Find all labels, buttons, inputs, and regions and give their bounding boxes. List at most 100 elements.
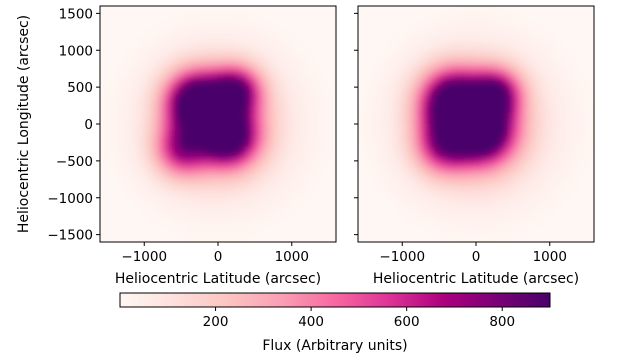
left-heatmap-cell bbox=[111, 106, 119, 113]
right-heatmap-cell bbox=[564, 65, 571, 72]
right-heatmap-cell bbox=[375, 65, 383, 72]
right-heatmap-cell bbox=[529, 147, 536, 155]
right-heatmap-cell bbox=[523, 171, 530, 178]
left-heatmap-cell bbox=[170, 59, 178, 66]
left-heatmap-cell bbox=[182, 88, 190, 96]
right-heatmap-cell bbox=[411, 141, 418, 149]
right-heatmap-cell bbox=[399, 165, 406, 172]
right-heatmap-cell bbox=[375, 159, 383, 166]
right-heatmap-cell bbox=[564, 112, 571, 119]
left-heatmap-cell bbox=[247, 23, 254, 31]
right-heatmap-cell bbox=[470, 65, 477, 72]
right-heatmap-cell bbox=[363, 88, 371, 96]
left-heatmap-cell bbox=[153, 129, 160, 137]
left-heatmap-cell bbox=[182, 29, 190, 37]
left-heatmap-cell bbox=[277, 29, 284, 37]
right-heatmap-cell bbox=[458, 35, 465, 42]
left-heatmap-cell bbox=[277, 177, 284, 184]
left-heatmap-cell bbox=[159, 177, 166, 184]
left-heatmap-cell bbox=[170, 70, 178, 78]
right-heatmap-cell bbox=[422, 129, 430, 137]
right-heatmap-cell bbox=[405, 118, 412, 125]
right-heatmap-cell bbox=[405, 177, 412, 184]
left-heatmap-cell bbox=[212, 147, 219, 155]
right-heatmap-cell bbox=[476, 224, 483, 231]
left-heatmap-cell bbox=[135, 70, 142, 78]
left-heatmap-cell bbox=[188, 188, 195, 196]
right-heatmap-cell bbox=[411, 70, 418, 78]
right-heatmap-cell bbox=[422, 23, 430, 31]
right-heatmap-cell bbox=[405, 171, 412, 178]
left-heatmap-cell bbox=[159, 183, 166, 190]
left-heatmap-cell bbox=[218, 124, 225, 131]
left-heatmap-cell bbox=[188, 224, 195, 231]
right-heatmap-cell bbox=[523, 141, 530, 149]
left-heatmap-cell bbox=[129, 129, 136, 137]
colorbar-tick-label: 800 bbox=[489, 314, 515, 330]
right-heatmap-cell bbox=[440, 53, 448, 60]
left-heatmap-cell bbox=[241, 147, 249, 155]
left-heatmap-cell bbox=[265, 129, 272, 137]
left-heatmap-cell bbox=[294, 100, 302, 107]
left-y-tick-label: −1500 bbox=[47, 228, 93, 244]
right-heatmap-cell bbox=[411, 112, 418, 119]
left-heatmap-cell bbox=[318, 82, 325, 90]
left-heatmap-cell bbox=[259, 53, 266, 60]
right-heatmap-cell bbox=[411, 129, 418, 137]
right-heatmap-cell bbox=[511, 183, 518, 190]
left-heatmap-cell bbox=[223, 106, 231, 113]
right-heatmap-cell bbox=[464, 35, 471, 42]
right-heatmap-cell bbox=[358, 106, 365, 113]
left-heatmap-cell bbox=[223, 112, 231, 119]
right-heatmap-cell bbox=[417, 29, 424, 37]
left-heatmap-cell bbox=[188, 118, 195, 125]
left-heatmap-cell bbox=[312, 159, 319, 166]
right-heatmap-cell bbox=[358, 124, 365, 131]
left-heatmap-cell bbox=[247, 65, 254, 72]
left-heatmap-cell bbox=[153, 124, 160, 131]
right-heatmap-cell bbox=[446, 141, 453, 149]
right-heatmap-cell bbox=[540, 200, 548, 208]
left-heatmap-cell bbox=[212, 135, 219, 143]
right-heatmap-cell bbox=[434, 65, 442, 72]
right-heatmap-cell bbox=[564, 94, 571, 101]
right-heatmap-cell bbox=[529, 76, 536, 84]
right-heatmap-cell bbox=[523, 76, 530, 84]
left-heatmap-cell bbox=[265, 153, 272, 160]
left-heatmap-cell bbox=[159, 65, 166, 72]
left-heatmap-cell bbox=[271, 159, 278, 166]
left-heatmap-cell bbox=[235, 188, 243, 196]
right-heatmap-cell bbox=[446, 188, 453, 196]
right-heatmap-cell bbox=[564, 70, 571, 78]
right-heatmap-cell bbox=[499, 82, 507, 90]
left-heatmap-cell bbox=[282, 212, 290, 219]
left-heatmap-cell bbox=[182, 23, 190, 31]
left-heatmap-cell bbox=[129, 165, 136, 172]
right-heatmap-cell bbox=[458, 76, 465, 84]
left-heatmap-cell bbox=[229, 59, 237, 66]
right-heatmap-cell bbox=[481, 112, 489, 119]
right-heatmap-cell bbox=[487, 230, 495, 237]
left-heatmap-cell bbox=[294, 141, 302, 149]
left-heatmap-cell bbox=[117, 106, 125, 113]
right-heatmap-cell bbox=[481, 171, 489, 178]
right-heatmap-cell bbox=[446, 100, 453, 107]
right-heatmap-cell bbox=[476, 230, 483, 237]
left-heatmap-cell bbox=[194, 188, 201, 196]
left-heatmap-cell bbox=[200, 106, 207, 113]
right-heatmap-cell bbox=[434, 35, 442, 42]
left-heatmap-cell bbox=[200, 129, 207, 137]
left-heatmap-cell bbox=[147, 153, 154, 160]
right-heatmap-cell bbox=[535, 200, 542, 208]
left-heatmap-cell bbox=[312, 100, 319, 107]
left-heatmap-cells bbox=[105, 11, 331, 237]
right-heatmap-cell bbox=[552, 129, 560, 137]
right-heatmap-cell bbox=[570, 59, 577, 66]
right-heatmap-cell bbox=[440, 41, 448, 48]
right-heatmap-cell bbox=[552, 65, 560, 72]
right-heatmap-cell bbox=[481, 141, 489, 149]
right-heatmap-cell bbox=[517, 124, 524, 131]
right-heatmap-cell bbox=[523, 206, 530, 214]
right-heatmap-cell bbox=[529, 59, 536, 66]
left-heatmap-cell bbox=[271, 59, 278, 66]
